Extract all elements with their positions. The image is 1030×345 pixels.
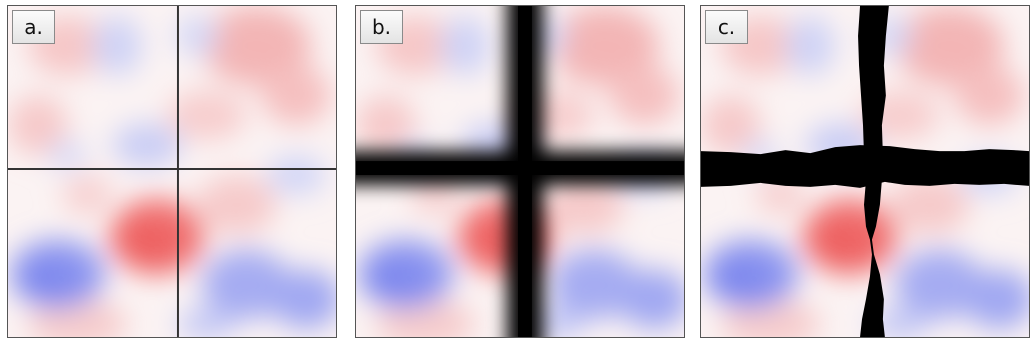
panel-label-a: a. [12,10,55,44]
field-image-b [356,6,684,337]
panel-a: a. [7,5,337,338]
panel-b: b. [355,5,685,338]
panel-label-c: c. [705,10,748,44]
field-image-a [8,6,336,337]
horizontal-seam [701,145,1029,188]
field-image-c [701,6,1029,337]
panel-c: c. [700,5,1030,338]
panel-label-b: b. [360,10,403,44]
